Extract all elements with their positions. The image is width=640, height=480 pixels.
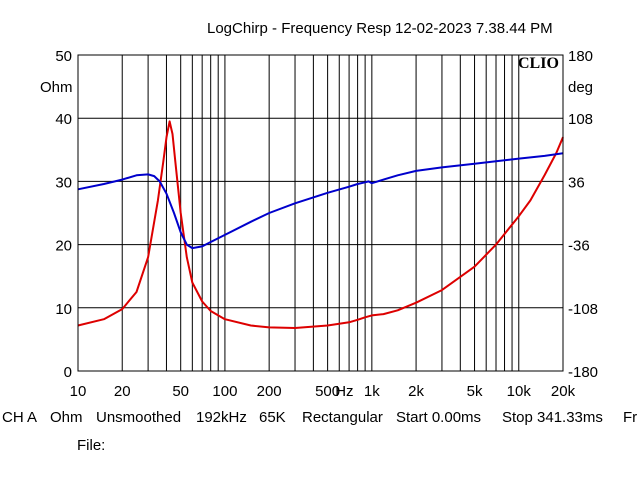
y-left-tick-label: 50 bbox=[55, 48, 72, 65]
x-tick-label: 2k bbox=[408, 383, 424, 400]
plot-frame bbox=[77, 54, 564, 372]
y-left-tick-label: 10 bbox=[55, 301, 72, 318]
tick-labels: 0 10 20 30 40 50 -180 -108 -36 36 108 180 10 20 50 100 2… bbox=[55, 48, 598, 400]
x-tick-label: 5k bbox=[467, 383, 483, 400]
footer-file-label: File: bbox=[77, 437, 105, 454]
y-right-tick-label: -180 bbox=[568, 364, 598, 381]
footer-cut: Fr bbox=[623, 409, 637, 426]
y-right-tick-label: 108 bbox=[568, 111, 593, 128]
x-tick-label: 50 bbox=[172, 383, 189, 400]
grid bbox=[78, 55, 563, 371]
x-tick-label: 10k bbox=[507, 383, 532, 400]
clio-logo: CLIO bbox=[518, 55, 559, 72]
y-left-label: Ohm bbox=[40, 79, 73, 96]
footer-size: 65K bbox=[259, 409, 286, 426]
x-tick-label: 1k bbox=[364, 383, 380, 400]
footer-sample-rate: 192kHz bbox=[196, 409, 247, 426]
footer-stop: Stop 341.33ms bbox=[502, 409, 603, 426]
footer-window: Rectangular bbox=[302, 409, 383, 426]
y-right-label: deg bbox=[568, 79, 593, 96]
x-tick-label: 500 bbox=[315, 383, 340, 400]
y-left-tick-label: 40 bbox=[55, 111, 72, 128]
y-right-tick-label: -108 bbox=[568, 301, 598, 318]
footer-smoothing: Unsmoothed bbox=[96, 409, 181, 426]
impedance-curve bbox=[77, 120, 564, 329]
footer-start: Start 0.00ms bbox=[396, 409, 481, 426]
phase-curve bbox=[77, 152, 564, 250]
chart-title: LogChirp - Frequency Resp bbox=[207, 20, 391, 37]
x-unit-label: Hz bbox=[335, 383, 353, 400]
x-tick-label: 20 bbox=[114, 383, 131, 400]
footer-channel: CH A bbox=[2, 409, 37, 426]
plot-curves bbox=[77, 120, 564, 329]
y-left-tick-label: 30 bbox=[55, 174, 72, 191]
y-right-tick-label: 180 bbox=[568, 48, 593, 65]
x-tick-label: 20k bbox=[551, 383, 576, 400]
footer-unit: Ohm bbox=[50, 409, 83, 426]
x-tick-label: 200 bbox=[257, 383, 282, 400]
y-left-tick-label: 20 bbox=[55, 238, 72, 255]
y-left-tick-label: 0 bbox=[64, 364, 72, 381]
y-right-tick-label: -36 bbox=[568, 238, 590, 255]
y-right-tick-label: 36 bbox=[568, 174, 585, 191]
x-tick-label: 100 bbox=[212, 383, 237, 400]
x-tick-label: 10 bbox=[70, 383, 87, 400]
chart-timestamp: 12-02-2023 7.38.44 PM bbox=[395, 20, 553, 37]
